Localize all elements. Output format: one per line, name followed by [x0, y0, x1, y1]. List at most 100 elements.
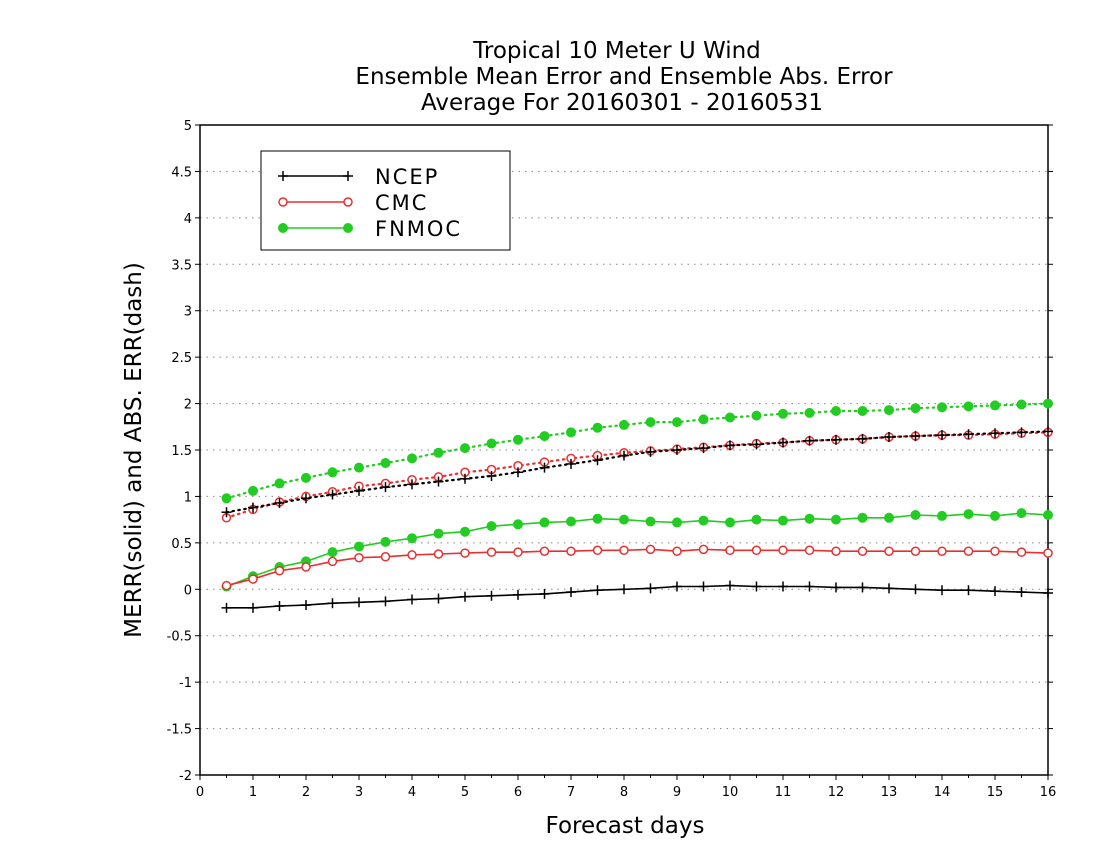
ncep-point: [645, 446, 656, 457]
y-tick-label: -1.5: [167, 723, 192, 738]
fnmoc-point: [433, 447, 444, 458]
ncep-point: [884, 432, 894, 442]
cmc-point: [698, 544, 709, 555]
ncep-point: [407, 479, 417, 490]
legend-item-cmc: CMC: [278, 191, 428, 215]
fnmoc-point: [248, 485, 258, 496]
ncep-point: [327, 598, 338, 609]
x-tick-label: 1: [249, 785, 257, 800]
ncep-point: [433, 593, 444, 604]
legend-marker: [343, 171, 353, 181]
fnmoc-point: [1043, 398, 1053, 409]
cmc-point: [327, 556, 338, 567]
fnmoc-point: [539, 431, 550, 442]
fnmoc-point: [857, 406, 868, 416]
fnmoc-point: [963, 401, 974, 412]
fnmoc-point: [327, 467, 338, 478]
title-line-3: Average For 20160301 - 20160531: [421, 90, 823, 116]
ncep-point: [645, 583, 656, 594]
cmc-point: [486, 547, 497, 557]
fnmoc-point: [1043, 510, 1053, 520]
cmc-point: [301, 562, 311, 572]
fnmoc-point: [698, 414, 709, 425]
legend-marker: [278, 223, 288, 233]
ncep-point: [1016, 587, 1027, 598]
ncep-point: [990, 586, 1000, 597]
y-tick-label: -1: [179, 676, 192, 691]
ncep-point: [857, 582, 868, 593]
x-axis-ticks: 0 1 2 3 4 5 6 7 8 9 10 11 12 13 14 15 16: [196, 775, 1056, 800]
cmc-point: [380, 552, 391, 562]
title-line-1: Tropical 10 Meter U Wind: [472, 38, 761, 64]
fnmoc-point: [990, 510, 1000, 521]
fnmoc-merr-series: [221, 508, 1053, 592]
ncep-abs-err-line: [225, 430, 1050, 514]
fnmoc-point: [725, 517, 735, 528]
cmc-point: [248, 574, 258, 584]
fnmoc-point: [910, 403, 921, 414]
series-layer: [221, 398, 1053, 613]
fnmoc-point: [407, 533, 417, 544]
fnmoc-point: [380, 536, 391, 547]
cmc-point: [778, 545, 788, 556]
ncep-point: [910, 431, 921, 442]
fnmoc-point: [990, 400, 1000, 411]
fnmoc-abs-err-line: [225, 402, 1050, 500]
ncep-point: [566, 587, 576, 598]
legend-marker: [343, 223, 353, 233]
fnmoc-point: [910, 510, 921, 520]
ncep-point: [831, 434, 841, 445]
fnmoc-point: [804, 407, 815, 418]
fnmoc-point: [1016, 399, 1027, 410]
ncep-point: [460, 591, 470, 602]
ncep-point: [990, 428, 1000, 439]
y-axis-ticks: -2 -1.5 -1 -0.5 0 0.5 1 1.5 2 2.5 3 3.5 4 4.5 5: [167, 119, 1053, 784]
fnmoc-point: [354, 541, 364, 552]
y-tick-label: 3: [184, 305, 192, 320]
ncep-merr-series: [221, 580, 1053, 613]
fnmoc-point: [937, 510, 947, 521]
fnmoc-point: [778, 408, 788, 419]
x-tick-label: 16: [1040, 785, 1057, 800]
fnmoc-point: [592, 422, 603, 433]
ncep-point: [725, 580, 735, 591]
x-tick-label: 0: [196, 785, 204, 800]
ncep-point: [804, 435, 815, 446]
legend-label: FNMOC: [375, 217, 462, 241]
legend-label: NCEP: [375, 165, 439, 189]
ncep-point: [963, 429, 974, 440]
ncep-point: [619, 584, 629, 595]
ncep-point: [407, 594, 417, 605]
fnmoc-point: [566, 516, 576, 527]
ncep-point: [672, 445, 682, 455]
ncep-point: [248, 602, 258, 613]
ncep-point: [539, 588, 550, 599]
fnmoc-point: [460, 526, 470, 537]
ncep-point: [831, 582, 841, 593]
y-tick-label: 0: [184, 583, 192, 598]
cmc-abs-err-series: [221, 427, 1053, 523]
fnmoc-point: [380, 458, 391, 468]
ncep-point: [1016, 427, 1027, 438]
fnmoc-point: [274, 478, 285, 489]
ncep-point: [937, 585, 947, 596]
fnmoc-point: [592, 513, 603, 524]
legend-label: CMC: [375, 191, 428, 215]
ncep-point: [751, 581, 762, 592]
fnmoc-point: [778, 515, 788, 526]
fnmoc-point: [486, 521, 497, 532]
cmc-point: [1043, 548, 1053, 558]
fnmoc-point: [884, 405, 894, 416]
ncep-point: [221, 507, 232, 518]
x-tick-label: 13: [881, 785, 898, 800]
y-tick-label: 4.5: [171, 165, 192, 180]
cmc-point: [460, 548, 470, 558]
cmc-point: [274, 565, 285, 576]
fnmoc-point: [857, 512, 868, 523]
fnmoc-point: [301, 472, 311, 483]
x-tick-label: 4: [408, 785, 416, 800]
cmc-point: [937, 546, 947, 556]
x-tick-label: 14: [934, 785, 951, 800]
cmc-point: [725, 545, 735, 556]
y-tick-label: 1.5: [171, 444, 192, 459]
